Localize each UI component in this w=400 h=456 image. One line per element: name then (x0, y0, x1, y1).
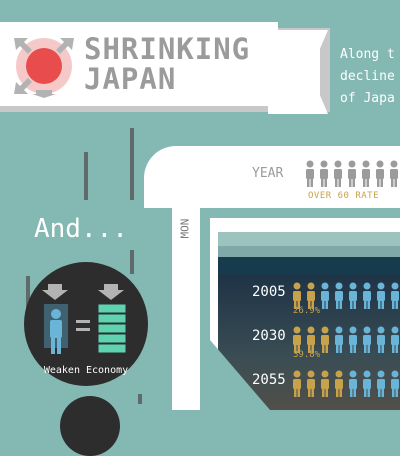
second-circle (60, 396, 120, 456)
person-icon (362, 160, 370, 187)
row-year: 2005 (252, 284, 286, 300)
divider-bar (138, 394, 142, 404)
young-person-icon (349, 326, 357, 353)
population-figures (293, 282, 399, 309)
row-over-60-rate: 26.9% (293, 306, 321, 316)
young-person-icon (335, 282, 343, 309)
young-person-icon (377, 370, 385, 397)
intro-text: Along t decline of Japa (340, 47, 395, 106)
divider-bar (130, 250, 134, 274)
divider-bar (26, 276, 30, 320)
person-icon (320, 160, 328, 187)
young-person-icon (377, 282, 385, 309)
young-person-icon (391, 282, 399, 309)
elderly-person-icon (321, 370, 329, 397)
person-icon (376, 160, 384, 187)
elderly-person-icon (307, 282, 315, 309)
young-person-icon (391, 326, 399, 353)
row-year: 2030 (252, 328, 286, 344)
population-figures (293, 370, 399, 397)
title-line-2: JAPAN (84, 62, 177, 96)
young-person-icon (349, 282, 357, 309)
person-icon (348, 160, 356, 187)
elderly-person-icon (307, 326, 315, 353)
elderly-person-icon (335, 370, 343, 397)
population-legend-icons (306, 160, 398, 187)
over-60-rate-label: OVER 60 RATE (308, 191, 380, 201)
elderly-person-icon (293, 326, 301, 353)
person-icon (306, 160, 314, 187)
young-person-icon (377, 326, 385, 353)
row-year: 2055 (252, 372, 286, 388)
young-person-icon (363, 326, 371, 353)
divider-bar (130, 128, 134, 200)
person-icon (334, 160, 342, 187)
elderly-person-icon (293, 282, 301, 309)
title-line-1: SHRINKING (84, 32, 251, 66)
young-person-icon (335, 326, 343, 353)
timeline-stem (172, 180, 200, 410)
weaken-economy-label: Weaken Economy (43, 365, 129, 376)
young-person-icon (391, 370, 399, 397)
elderly-person-icon (321, 326, 329, 353)
young-person-icon (321, 282, 329, 309)
young-person-icon (349, 370, 357, 397)
shrinking-sun-icon (14, 38, 74, 98)
young-person-icon (363, 370, 371, 397)
young-person-icon (363, 282, 371, 309)
and-label: And... (34, 214, 128, 244)
year-label: YEAR (252, 166, 284, 181)
elderly-person-icon (293, 370, 301, 397)
row-over-60-rate: 39.8% (293, 350, 321, 360)
month-label: MON (178, 218, 192, 239)
person-icon (390, 160, 398, 187)
worker-equals-money-icon (42, 284, 127, 354)
divider-bar (84, 152, 88, 200)
page-title: SHRINKING JAPAN (84, 34, 250, 94)
elderly-person-icon (307, 370, 315, 397)
population-figures (293, 326, 399, 353)
